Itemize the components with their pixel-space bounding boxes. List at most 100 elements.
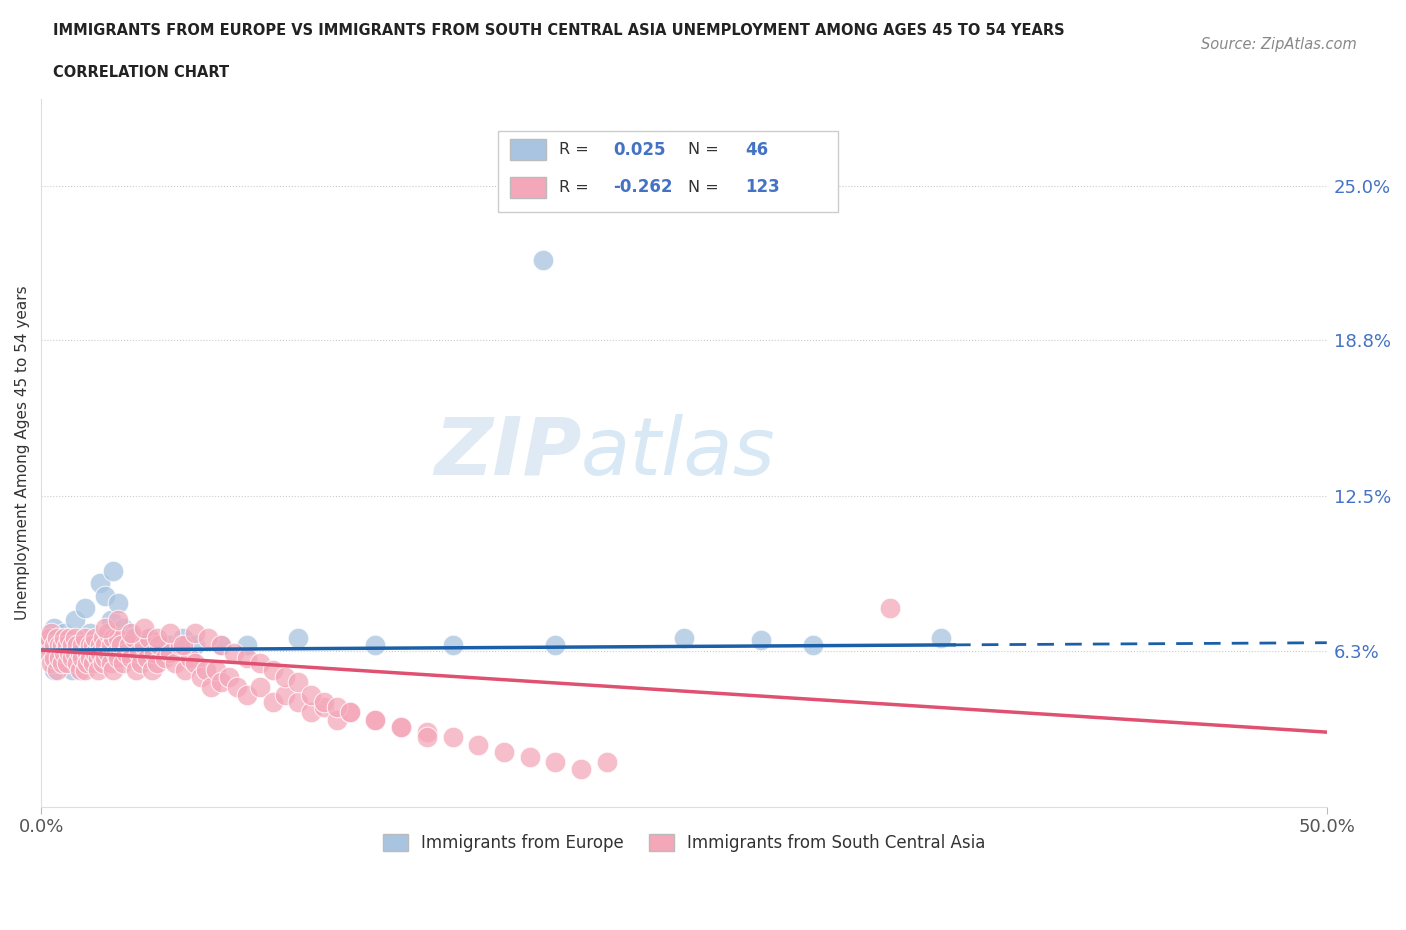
Point bbox=[169, 638, 191, 653]
Point bbox=[141, 662, 163, 677]
Point bbox=[287, 695, 309, 710]
Point bbox=[287, 675, 309, 690]
Text: R =: R = bbox=[560, 179, 595, 194]
Text: N =: N = bbox=[688, 179, 724, 194]
Point bbox=[929, 631, 952, 645]
Point bbox=[66, 650, 89, 665]
Point bbox=[172, 631, 194, 645]
Point bbox=[163, 655, 186, 670]
Point bbox=[274, 687, 297, 702]
Point bbox=[86, 650, 108, 665]
Point bbox=[38, 645, 60, 660]
Point bbox=[91, 631, 114, 645]
Point bbox=[132, 638, 155, 653]
Point bbox=[53, 631, 76, 645]
Point bbox=[58, 631, 80, 645]
Point bbox=[153, 645, 176, 660]
Point bbox=[389, 720, 412, 735]
Legend: Immigrants from Europe, Immigrants from South Central Asia: Immigrants from Europe, Immigrants from … bbox=[375, 827, 993, 858]
Point bbox=[42, 662, 65, 677]
Point bbox=[72, 638, 94, 653]
Point bbox=[86, 662, 108, 677]
Point bbox=[132, 650, 155, 665]
Point bbox=[66, 655, 89, 670]
Point bbox=[73, 601, 96, 616]
Point bbox=[42, 650, 65, 665]
Point bbox=[73, 662, 96, 677]
Point bbox=[41, 625, 63, 640]
Point bbox=[76, 655, 98, 670]
Point bbox=[200, 680, 222, 695]
Point bbox=[72, 638, 94, 653]
Point bbox=[120, 625, 142, 640]
Point bbox=[97, 645, 120, 660]
Point bbox=[209, 675, 232, 690]
Point bbox=[364, 638, 387, 653]
Point bbox=[120, 631, 142, 645]
Point bbox=[364, 712, 387, 727]
Text: 0.025: 0.025 bbox=[613, 140, 666, 159]
Point bbox=[143, 645, 166, 660]
Point bbox=[117, 638, 139, 653]
Point bbox=[749, 632, 772, 647]
Point bbox=[389, 720, 412, 735]
Point bbox=[179, 650, 201, 665]
FancyBboxPatch shape bbox=[510, 140, 547, 160]
Point bbox=[441, 730, 464, 745]
Text: atlas: atlas bbox=[581, 414, 776, 492]
Point bbox=[236, 638, 259, 653]
Point bbox=[82, 638, 104, 653]
Point bbox=[596, 754, 619, 769]
Point bbox=[76, 645, 98, 660]
Point bbox=[416, 730, 439, 745]
Point bbox=[312, 700, 335, 715]
Point bbox=[107, 631, 129, 645]
Point bbox=[544, 754, 567, 769]
Point bbox=[89, 645, 111, 660]
Point bbox=[531, 253, 554, 268]
Point bbox=[128, 638, 150, 653]
Point bbox=[56, 638, 79, 653]
Point bbox=[100, 655, 122, 670]
Point bbox=[146, 631, 169, 645]
Point bbox=[53, 625, 76, 640]
Point bbox=[120, 650, 142, 665]
Text: N =: N = bbox=[688, 142, 724, 157]
Point bbox=[326, 712, 349, 727]
Point bbox=[101, 564, 124, 578]
Point bbox=[45, 631, 67, 645]
Point bbox=[63, 613, 86, 628]
Point bbox=[236, 687, 259, 702]
Point bbox=[94, 588, 117, 603]
Point bbox=[45, 662, 67, 677]
Point bbox=[148, 638, 170, 653]
Point bbox=[51, 638, 73, 653]
Point bbox=[79, 625, 101, 640]
Point bbox=[184, 625, 207, 640]
Point bbox=[56, 645, 79, 660]
Point bbox=[86, 650, 108, 665]
Point bbox=[48, 638, 70, 653]
Point bbox=[174, 662, 197, 677]
Point bbox=[35, 638, 58, 653]
Point bbox=[299, 705, 322, 720]
Point bbox=[38, 631, 60, 645]
Point bbox=[79, 650, 101, 665]
Point bbox=[262, 662, 284, 677]
Point bbox=[112, 655, 135, 670]
Point bbox=[82, 638, 104, 653]
Point bbox=[42, 620, 65, 635]
Point bbox=[94, 638, 117, 653]
Point bbox=[89, 576, 111, 591]
Point bbox=[153, 650, 176, 665]
Point bbox=[58, 631, 80, 645]
Point bbox=[274, 670, 297, 684]
Text: -0.262: -0.262 bbox=[613, 179, 672, 196]
Point bbox=[51, 638, 73, 653]
Point bbox=[63, 631, 86, 645]
Point bbox=[339, 705, 361, 720]
Y-axis label: Unemployment Among Ages 45 to 54 years: Unemployment Among Ages 45 to 54 years bbox=[15, 286, 30, 620]
Point bbox=[69, 655, 91, 670]
Point bbox=[222, 645, 245, 660]
Point bbox=[131, 655, 153, 670]
